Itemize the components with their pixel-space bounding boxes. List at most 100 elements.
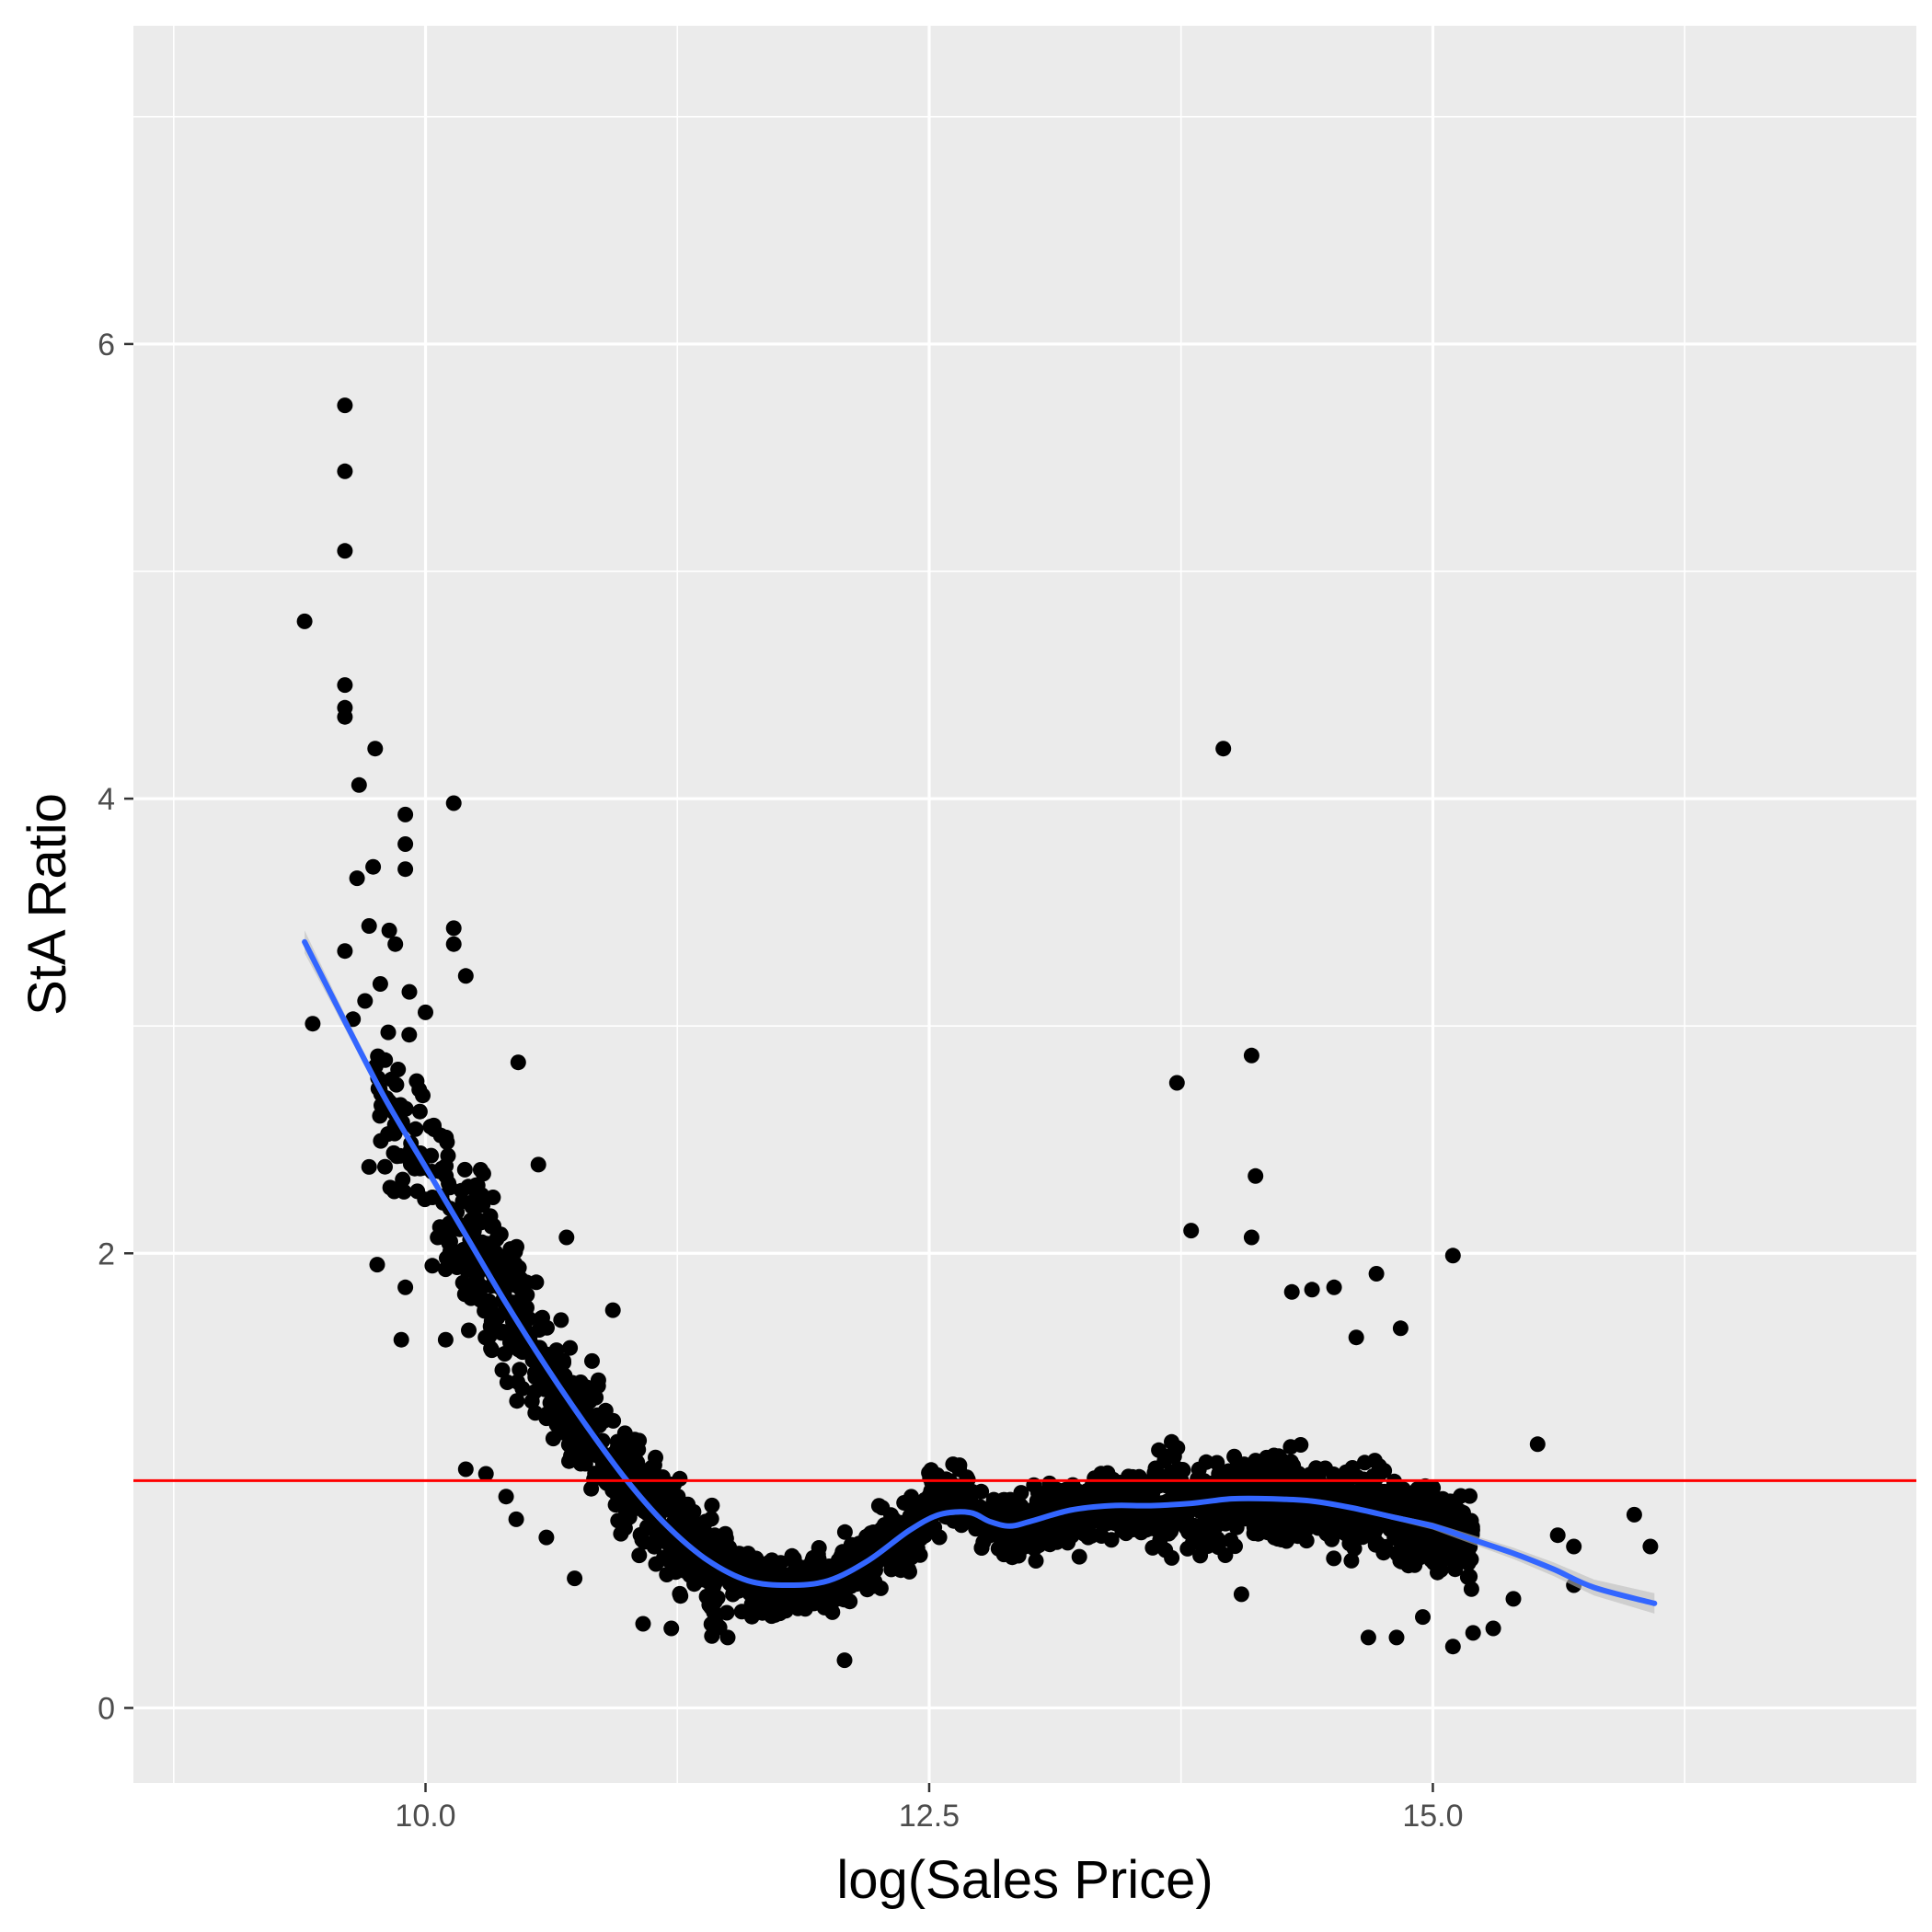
scatter-point bbox=[1529, 1436, 1546, 1453]
scatter-point bbox=[824, 1604, 841, 1620]
scatter-point bbox=[1430, 1564, 1445, 1581]
scatter-point bbox=[445, 920, 462, 937]
scatter-point bbox=[471, 1213, 488, 1229]
scatter-point bbox=[1210, 1539, 1226, 1556]
scatter-point bbox=[1424, 1491, 1441, 1507]
scatter-point bbox=[923, 1483, 939, 1499]
scatter-point bbox=[631, 1432, 648, 1449]
scatter-point bbox=[1243, 1047, 1259, 1064]
scatter-point bbox=[468, 1270, 485, 1286]
scatter-point bbox=[422, 1119, 439, 1135]
scatter-point bbox=[372, 976, 388, 992]
scatter-point bbox=[903, 1549, 920, 1566]
scatter-point bbox=[634, 1532, 650, 1548]
scatter-point bbox=[951, 1461, 968, 1478]
scatter-point bbox=[397, 1279, 414, 1295]
scatter-point bbox=[1368, 1266, 1385, 1282]
scatter-point bbox=[558, 1229, 575, 1246]
scatter-point bbox=[682, 1525, 698, 1542]
scatter-point bbox=[512, 1362, 528, 1378]
scatter-point bbox=[395, 1171, 411, 1188]
scatter-point bbox=[373, 1133, 389, 1149]
scatter-point bbox=[1415, 1609, 1431, 1626]
scatter-point bbox=[876, 1517, 892, 1534]
scatter-point bbox=[445, 936, 462, 952]
scatter-point bbox=[635, 1616, 651, 1632]
scatter-point bbox=[719, 1629, 736, 1646]
scatter-point bbox=[401, 983, 418, 1000]
scatter-point bbox=[1223, 1532, 1239, 1548]
scatter-point bbox=[662, 1477, 679, 1492]
scatter-point bbox=[390, 1062, 407, 1077]
scatter-point bbox=[1388, 1629, 1405, 1646]
scatter-point bbox=[530, 1156, 546, 1173]
scatter-point bbox=[1642, 1538, 1659, 1555]
scatter-point bbox=[966, 1514, 983, 1531]
scatter-point bbox=[903, 1489, 919, 1505]
scatter-point bbox=[438, 1157, 454, 1174]
scatter-point bbox=[498, 1489, 514, 1505]
scatter-point bbox=[380, 1024, 397, 1041]
scatter-point bbox=[676, 1550, 692, 1567]
scatter-point bbox=[589, 1407, 605, 1423]
scatter-point bbox=[561, 1453, 577, 1469]
scatter-point bbox=[1319, 1524, 1336, 1541]
scatter-point bbox=[1280, 1514, 1296, 1531]
scatter-point bbox=[357, 993, 374, 1009]
scatter-point bbox=[766, 1606, 783, 1623]
scatter-point bbox=[733, 1553, 750, 1570]
scatter-point bbox=[393, 1331, 409, 1348]
scatter-point bbox=[1243, 1229, 1259, 1246]
scatter-point bbox=[872, 1580, 889, 1596]
scatter-point bbox=[836, 1524, 853, 1540]
scatter-point bbox=[1151, 1466, 1167, 1483]
scatter-point bbox=[1145, 1482, 1162, 1499]
scatter-point bbox=[586, 1471, 603, 1488]
scatter-point bbox=[818, 1582, 834, 1599]
scatter-point bbox=[456, 1161, 473, 1178]
scatter-point bbox=[401, 1027, 418, 1043]
x-tick-label: 10.0 bbox=[395, 1799, 455, 1834]
scatter-point bbox=[1175, 1462, 1191, 1478]
scatter-point bbox=[973, 1539, 990, 1556]
scatter-point bbox=[1236, 1456, 1252, 1473]
scatter-point bbox=[1203, 1527, 1220, 1543]
scatter-point bbox=[830, 1590, 845, 1606]
scatter-point bbox=[431, 1219, 448, 1236]
scatter-point bbox=[1292, 1478, 1308, 1495]
scatter-point bbox=[1233, 1586, 1249, 1603]
scatter-point bbox=[1462, 1569, 1478, 1585]
scatter-point bbox=[811, 1560, 827, 1577]
scatter-point bbox=[389, 1148, 405, 1165]
scatter-point bbox=[305, 1016, 321, 1032]
scatter-point bbox=[1436, 1533, 1453, 1549]
scatter-point bbox=[367, 741, 384, 757]
scatter-point bbox=[508, 1511, 524, 1527]
scatter-point bbox=[1041, 1475, 1058, 1491]
scatter-point bbox=[510, 1054, 526, 1071]
scatter-point bbox=[365, 858, 382, 875]
scatter-point bbox=[1344, 1533, 1361, 1549]
scatter-point bbox=[1017, 1537, 1033, 1554]
scatter-point bbox=[1549, 1527, 1566, 1544]
scatter-point bbox=[369, 1257, 385, 1273]
scatter-point bbox=[387, 936, 404, 952]
scatter-point bbox=[1465, 1625, 1481, 1641]
scatter-point bbox=[377, 1052, 394, 1068]
scatter-point bbox=[397, 836, 414, 852]
scatter-point bbox=[1028, 1553, 1044, 1569]
scatter-point bbox=[1449, 1555, 1466, 1571]
scatter-point bbox=[931, 1529, 948, 1546]
scatter-point bbox=[1062, 1490, 1078, 1506]
scatter-point bbox=[502, 1241, 519, 1258]
scatter-point bbox=[1271, 1448, 1287, 1465]
scatter-point bbox=[754, 1603, 771, 1619]
scatter-point bbox=[1341, 1482, 1358, 1499]
scatter-point bbox=[1360, 1629, 1376, 1646]
scatter-point bbox=[1041, 1536, 1058, 1553]
scatter-point bbox=[650, 1484, 667, 1501]
scatter-point bbox=[1243, 1469, 1259, 1486]
scatter-point bbox=[377, 1158, 393, 1175]
scatter-point bbox=[1394, 1503, 1410, 1520]
scatter-point bbox=[1282, 1454, 1299, 1470]
